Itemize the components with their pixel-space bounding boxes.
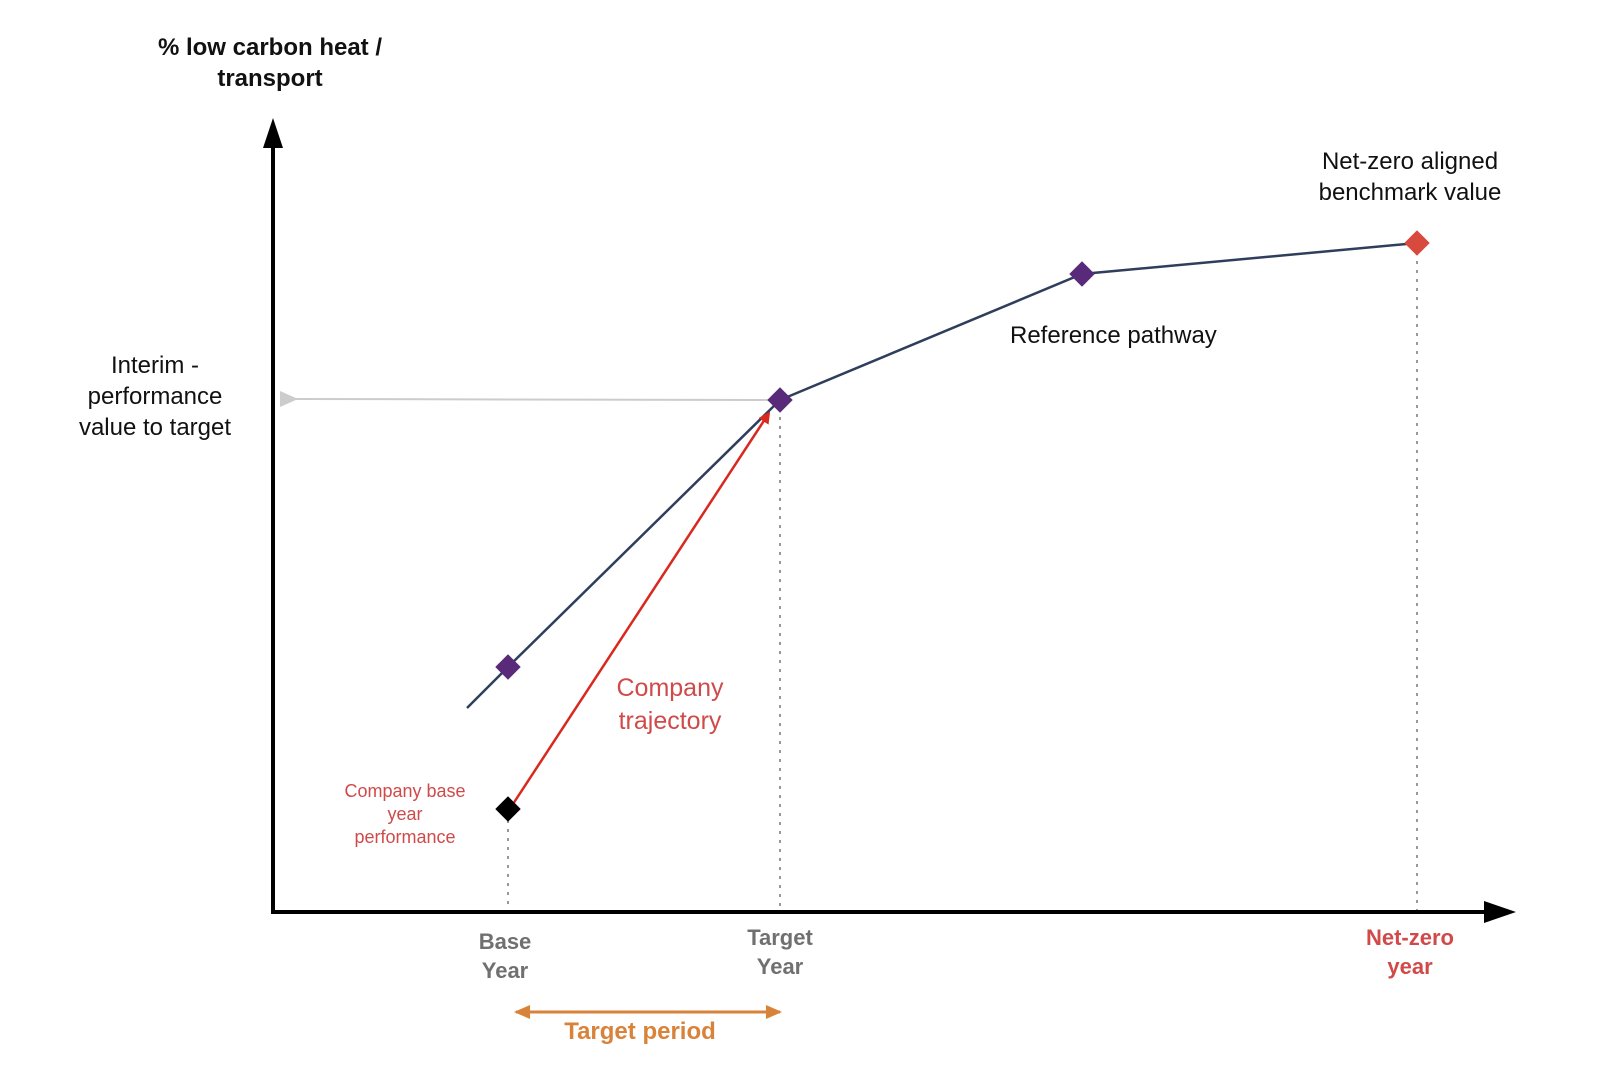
- x-tick-net-zero-year: Net-zero year: [1365, 925, 1454, 979]
- company-trajectory-label: Company trajectory: [616, 674, 724, 735]
- x-tick-target-year: Target Year: [747, 925, 813, 979]
- x-tick-base-year: Base Year: [478, 929, 532, 983]
- y-axis-arrowhead-icon: [263, 118, 283, 148]
- x-axis-arrowhead-icon: [1484, 901, 1516, 923]
- net-zero-benchmark-label: Net-zero aligned benchmark value: [1318, 148, 1502, 207]
- reference-pathway-line: [466, 241, 1418, 709]
- company-base-performance-label: Company base year performance: [344, 781, 466, 848]
- base-year-pathway-diamond-icon: [495, 654, 521, 680]
- company-trajectory-arrow: [511, 411, 771, 805]
- reference-pathway-label: Reference pathway: [1010, 322, 1217, 349]
- company-base-diamond-icon: [495, 796, 521, 822]
- y-axis-title: % low carbon heat / transport: [157, 34, 383, 93]
- interim-performance-label: Interim - performance value to target: [78, 352, 232, 442]
- pathway-midpoint-diamond-icon: [1069, 261, 1095, 287]
- net-zero-benchmark-diamond-icon: [1404, 230, 1430, 256]
- interim-guide-arrow: [279, 390, 780, 407]
- target-period-label: Target period: [564, 1018, 716, 1045]
- target-year-pathway-diamond-icon: [767, 387, 793, 413]
